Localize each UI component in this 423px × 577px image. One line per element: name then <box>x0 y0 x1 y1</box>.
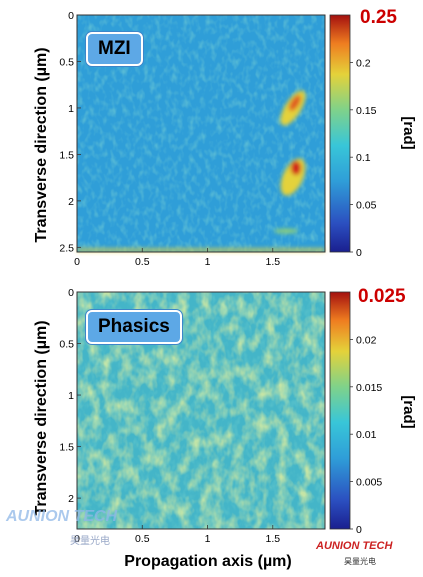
phasics-colorbar-tick-label: 0.02 <box>356 334 377 346</box>
phasics-colorbar-tick-label: 0.01 <box>356 429 377 441</box>
phasics-colorbar-tick-label: 0.005 <box>356 477 382 489</box>
mzi-x-tick-label: 0 <box>74 256 80 268</box>
mzi-y-ticks: 0 0.5 1 1.5 2 2.5 <box>59 10 81 254</box>
mzi-y-tick-label: 2 <box>68 196 74 208</box>
phasics-colorbar-tick-label: 0 <box>356 524 362 536</box>
mzi-colorbar-tick-label: 0.05 <box>356 200 377 212</box>
mzi-y-tick-label: 0 <box>68 10 74 22</box>
mzi-colorbar-max-label: 0.25 <box>360 7 397 28</box>
mzi-x-tick-label: 1.5 <box>265 256 280 268</box>
phasics-x-axis-label: Propagation axis (µm) <box>124 553 291 570</box>
phasics-y-ticks: 0 0.5 1 1.5 2 <box>59 287 81 505</box>
mzi-colorbar: 0 0.05 0.1 0.15 0.2 0.25 [rad] <box>329 7 417 259</box>
phasics-y-tick-label: 2 <box>68 493 74 505</box>
mzi-y-tick-label: 1.5 <box>59 149 74 161</box>
phasics-y-tick-label: 1 <box>68 390 74 402</box>
mzi-heatmap-frame <box>76 14 326 253</box>
mzi-colorbar-tick-label: 0.2 <box>356 57 371 69</box>
phasics-colorbar-max-label: 0.025 <box>358 286 406 307</box>
mzi-hotspot-lower-core <box>291 161 301 175</box>
mzi-colorbar-tick-label: 0 <box>356 247 362 259</box>
mzi-streak-lower <box>274 228 298 234</box>
mzi-colorbar-gradient <box>329 14 351 253</box>
mzi-edge-bottom <box>77 248 325 252</box>
mzi-hotspots <box>77 90 325 252</box>
mzi-hotspot-upper-core <box>289 95 301 111</box>
mzi-x-ticks: 0 0.5 1 1.5 <box>74 248 280 268</box>
mzi-panel-tag: MZI <box>86 32 143 66</box>
mzi-colorbar-tick-label: 0.1 <box>356 152 371 164</box>
phasics-colorbar: 0 0.005 0.01 0.015 0.02 0.025 [rad] <box>329 286 417 536</box>
watermark-brand-left: AUNION TECH <box>6 508 118 525</box>
phasics-x-tick-label: 0 <box>74 533 80 545</box>
phasics-colorbar-label: [rad] <box>400 395 417 428</box>
watermark-chinese-left: 昊量光电 <box>70 536 110 547</box>
mzi-y-tick-label: 1 <box>68 103 74 115</box>
phasics-y-tick-label: 1.5 <box>59 442 74 454</box>
mzi-colorbar-ticks: 0 0.05 0.1 0.15 0.2 <box>350 57 377 259</box>
phasics-colorbar-tick-label: 0.015 <box>356 382 382 394</box>
phasics-y-axis-label: Transverse direction (µm) <box>33 320 50 515</box>
mzi-y-tick-label: 0.5 <box>59 56 74 68</box>
phasics-x-tick-label: 0.5 <box>135 533 150 545</box>
mzi-x-tick-label: 0.5 <box>135 256 150 268</box>
mzi-y-axis-label: Transverse direction (µm) <box>33 47 50 242</box>
phasics-panel-tag: Phasics <box>86 310 182 344</box>
mzi-y-tick-label: 2.5 <box>59 242 74 254</box>
watermark-chinese-right: 昊量光电 <box>344 557 376 566</box>
phasics-x-ticks: 0 0.5 1 1.5 <box>74 525 280 545</box>
phasics-colorbar-ticks: 0 0.005 0.01 0.015 0.02 <box>350 334 382 536</box>
watermark-brand-right: AUNION TECH <box>316 540 393 552</box>
phasics-y-tick-label: 0 <box>68 287 74 299</box>
mzi-colorbar-label: [rad] <box>400 116 417 149</box>
phasics-y-tick-label: 0.5 <box>59 339 74 351</box>
phasics-x-tick-label: 1.5 <box>265 533 280 545</box>
mzi-colorbar-tick-label: 0.15 <box>356 105 377 117</box>
mzi-x-tick-label: 1 <box>205 256 211 268</box>
phasics-colorbar-gradient <box>329 291 351 530</box>
phasics-heatmap-frame <box>76 291 326 530</box>
phasics-x-tick-label: 1 <box>205 533 211 545</box>
